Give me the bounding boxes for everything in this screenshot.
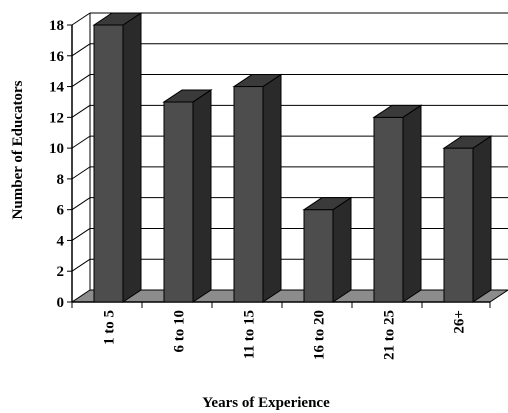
grid-line-diagonal: [71, 104, 91, 118]
bar-side: [192, 89, 212, 303]
grid-line-diagonal: [71, 197, 91, 211]
y-tick-label: 4: [57, 233, 65, 249]
y-tick-label: 14: [49, 80, 65, 96]
x-tick-label: 11 to 15: [242, 310, 258, 359]
grid-line-diagonal: [71, 135, 91, 149]
x-tick-label: 1 to 5: [102, 310, 118, 345]
bar: [232, 73, 283, 303]
grid-line-diagonal: [71, 12, 91, 26]
bar-side: [332, 196, 352, 303]
bar-front: [233, 86, 264, 303]
grid-lines: [71, 12, 508, 290]
bar: [92, 12, 143, 303]
grid-line-diagonal: [71, 228, 91, 241]
bar-top: [232, 74, 283, 88]
y-axis-label: Number of Educators: [10, 80, 26, 219]
grid-line-diagonal: [71, 43, 91, 57]
y-tick-label: 12: [49, 110, 64, 126]
y-tick-label: 8: [57, 172, 65, 188]
bars: [92, 12, 493, 303]
grid-line-diagonal: [71, 166, 91, 180]
y-tick-labels: 0 2 4 6 8 10 12 14 16 18: [49, 18, 65, 311]
bar-front: [303, 209, 334, 303]
grid-line-diagonal: [71, 74, 91, 87]
y-tick-label: 2: [57, 264, 65, 280]
bar: [302, 196, 353, 303]
x-tick-label: 16 to 20: [312, 310, 328, 360]
bar-side: [122, 12, 142, 303]
grid-line-diagonal: [71, 258, 91, 272]
x-tick-label: 6 to 10: [172, 310, 188, 353]
bar-front: [373, 116, 404, 303]
x-axis-label: Years of Experience: [202, 395, 330, 411]
bar-top: [92, 12, 143, 26]
bar-side: [472, 135, 492, 303]
bar-top: [372, 104, 423, 118]
y-tick-label: 0: [57, 295, 65, 311]
x-tick-label: 21 to 25: [382, 310, 398, 360]
bar-top: [162, 89, 213, 103]
y-tick-label: 18: [49, 18, 64, 34]
bar: [372, 104, 423, 303]
axes: [67, 24, 491, 308]
bar: [162, 89, 213, 303]
x-tick-label: 26+: [452, 310, 468, 334]
bar-top: [302, 197, 353, 211]
bar-side: [402, 104, 422, 303]
y-tick-label: 10: [49, 141, 64, 157]
bar-side: [262, 73, 282, 303]
bar-top: [442, 135, 493, 149]
x-tick-labels: 1 to 5 6 to 10 11 to 15 16 to 20 21 to 25 26+: [102, 310, 468, 360]
bar-front: [93, 24, 124, 303]
y-tick-label: 16: [49, 49, 65, 65]
y-tick-label: 6: [57, 203, 65, 219]
bar: [442, 135, 493, 303]
bar-front: [443, 147, 474, 303]
bar-front: [163, 101, 194, 303]
